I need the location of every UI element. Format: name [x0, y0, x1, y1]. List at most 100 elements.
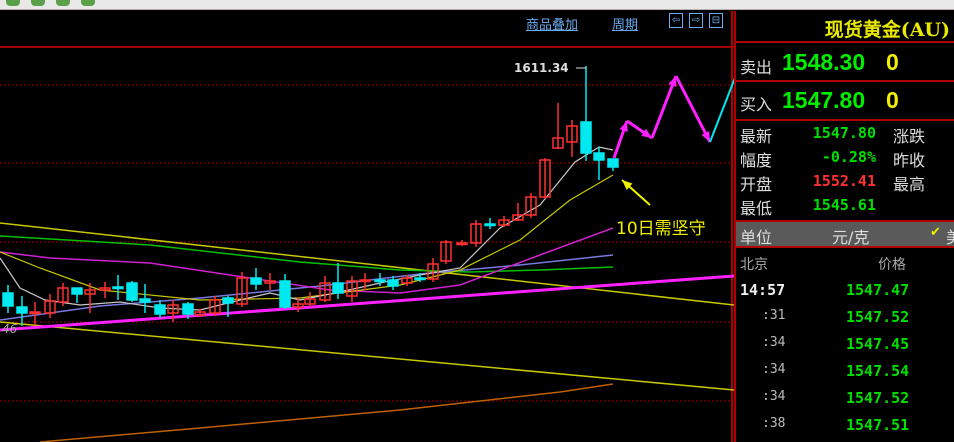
unit-bar: 单位 元/克 ✔ 美 — [736, 222, 954, 248]
candle-body — [607, 158, 619, 168]
candle-body — [84, 289, 96, 295]
annotation-arrow-head — [622, 180, 633, 190]
annotation-text: 10日需坚守 — [616, 219, 706, 239]
forecast-arrow — [650, 75, 678, 139]
candle-body — [126, 282, 138, 301]
candle-body — [440, 241, 452, 262]
divider — [736, 246, 954, 248]
candle-body — [456, 242, 468, 246]
tick-time: :34 — [762, 389, 786, 404]
divider — [736, 220, 954, 222]
trend-line-upper — [0, 222, 734, 306]
arrow-right-icon[interactable]: ⇨ — [689, 13, 703, 28]
toolbar-button[interactable] — [31, 0, 45, 6]
candle-body — [525, 196, 537, 216]
ma5-line — [0, 146, 614, 311]
tick-time: :31 — [762, 308, 786, 323]
buy-label: 买入 — [740, 95, 773, 114]
candle-body — [359, 279, 371, 283]
candle-body — [580, 121, 592, 154]
candle-body — [139, 298, 151, 303]
candle-body — [346, 280, 358, 297]
candle-body — [292, 303, 304, 308]
tick-time: 14:57 — [740, 281, 786, 299]
unit-label: 单位 — [740, 228, 773, 247]
candle-body — [236, 277, 248, 305]
buy-price: 1547.80 — [782, 87, 866, 113]
tick-time: :34 — [762, 335, 786, 350]
tick-price: 1547.45 — [846, 335, 910, 353]
candle-body — [182, 303, 194, 315]
candle-body — [304, 298, 316, 305]
candle-body — [539, 159, 551, 198]
ma10-line — [0, 174, 614, 301]
candle-body — [512, 214, 524, 221]
candle-body — [414, 277, 426, 281]
candle-body — [279, 280, 291, 308]
candle-body — [387, 279, 399, 287]
candlestick-chart[interactable]: 商品叠加 周期 ⇦ ⇨ ⊟ 1611.34 46 10日需坚守 — [0, 11, 734, 442]
layout-icon[interactable]: ⊟ — [709, 13, 723, 28]
candle-body — [112, 286, 124, 290]
candle-body — [593, 152, 605, 161]
candle-body — [29, 311, 41, 315]
overlay-link[interactable]: 商品叠加 — [526, 18, 579, 33]
instrument-title: 现货黄金(AU) — [824, 19, 950, 41]
toolbar-button[interactable] — [6, 0, 20, 6]
candle-body — [99, 287, 111, 291]
tick-price: 1547.52 — [846, 308, 910, 326]
stat-label: 最新 — [740, 127, 773, 146]
candle-body — [16, 306, 28, 314]
ma-long-line — [39, 383, 614, 442]
candle-body — [222, 297, 234, 304]
ticks-price-header: 价格 — [878, 257, 906, 273]
stat-label: 幅度 — [740, 151, 773, 170]
divider — [736, 41, 954, 43]
candle-body — [566, 125, 578, 143]
stat-label-secondary: 最高 — [893, 175, 926, 194]
ma20-line — [0, 227, 614, 294]
candle-body — [2, 292, 14, 307]
candle-body — [401, 277, 413, 284]
window-toolbar — [0, 0, 954, 10]
arrow-left-icon[interactable]: ⇦ — [669, 13, 683, 28]
toolbar-button[interactable] — [81, 0, 95, 6]
currency-toggle[interactable]: 美 — [946, 224, 954, 248]
candle-body — [154, 304, 166, 315]
period-link[interactable]: 周期 — [612, 18, 639, 33]
tick-price: 1547.52 — [846, 389, 910, 407]
tick-time: :34 — [762, 362, 786, 377]
buy-volume: 0 — [886, 87, 899, 113]
chart-canvas — [0, 11, 734, 442]
divider — [736, 119, 954, 121]
stat-value: 1545.61 — [812, 196, 876, 214]
stat-value: -0.28% — [821, 148, 876, 166]
tick-time: :38 — [762, 416, 786, 431]
stat-value: 1547.80 — [812, 124, 876, 142]
candle-body — [71, 287, 83, 295]
tick-price: 1547.51 — [846, 416, 910, 434]
check-icon[interactable]: ✔ — [930, 225, 941, 240]
support-line — [0, 274, 734, 332]
candle-body — [332, 282, 344, 294]
candle-body — [194, 311, 206, 316]
forecast-arrow — [674, 75, 712, 143]
forecast-arrow-head — [641, 128, 652, 138]
toolbar-button[interactable] — [56, 0, 70, 6]
high-price-label: 1611.34 — [514, 61, 569, 75]
forecast-arrow-head — [668, 76, 677, 87]
tick-price: 1547.54 — [846, 362, 910, 380]
stat-value: 1552.41 — [812, 172, 876, 190]
unit-value: 元/克 — [832, 228, 870, 247]
stat-label: 最低 — [740, 199, 773, 218]
candle-body — [167, 304, 179, 314]
tick-price: 1547.47 — [846, 281, 910, 299]
candle-body — [44, 300, 56, 314]
sell-label: 卖出 — [740, 58, 773, 77]
sell-volume: 0 — [886, 49, 899, 75]
sell-price: 1548.30 — [782, 49, 866, 75]
ticks-time-header: 北京 — [740, 257, 768, 273]
candle-body — [319, 282, 331, 301]
candle-body — [427, 263, 439, 280]
forecast-arrow-cyan — [709, 77, 734, 143]
